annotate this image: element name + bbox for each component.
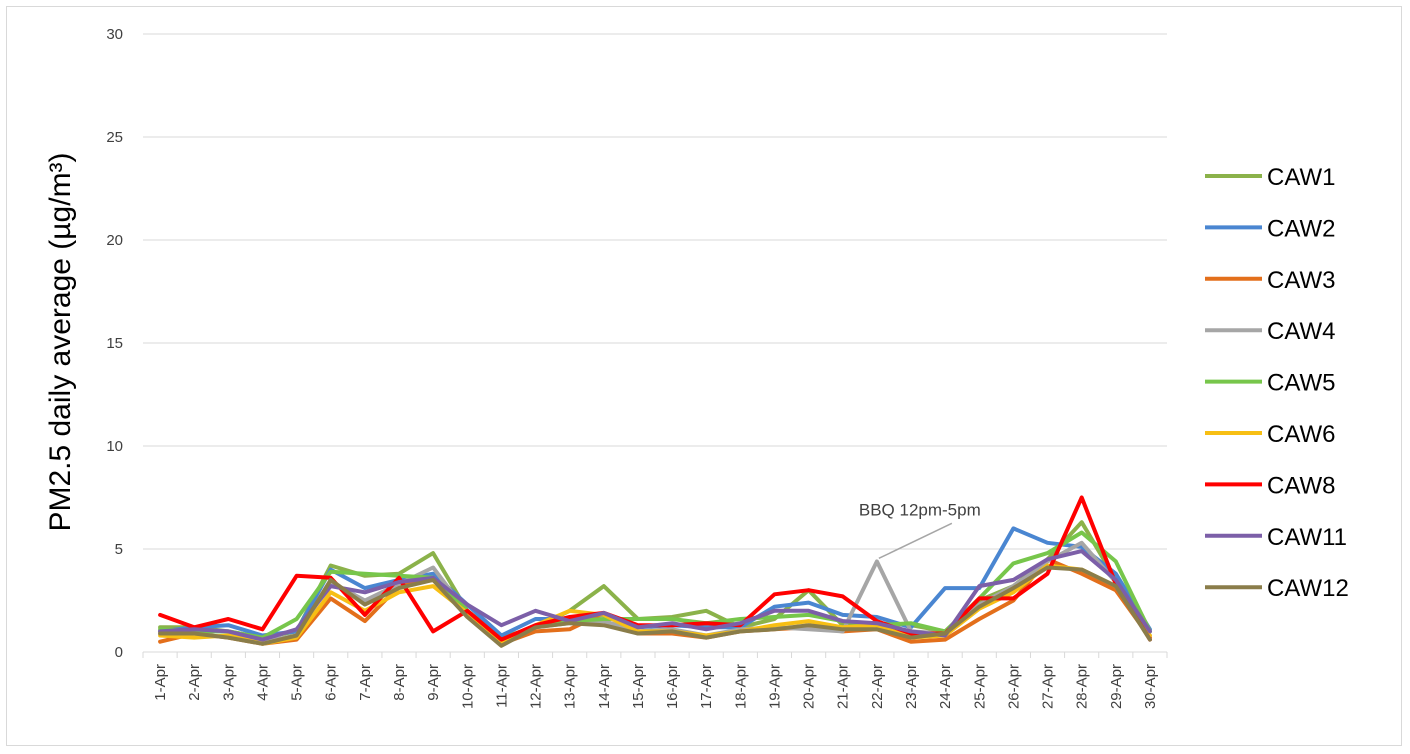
annotation-leader-line xyxy=(878,522,953,560)
x-tick-label: 29-Apr xyxy=(1108,664,1125,709)
x-tick-label: 30-Apr xyxy=(1142,664,1159,709)
x-tick-label: 3-Apr xyxy=(220,664,237,701)
x-tick-label: 11-Apr xyxy=(493,664,510,708)
x-tick-labels: 1-Apr 2-Apr 3-Apr 4-Apr 5-Apr 6-Apr 7-Apr 8-Apr… xyxy=(152,664,1159,709)
x-tick-label: 27-Apr xyxy=(1040,664,1057,709)
x-tick-label: 28-Apr xyxy=(1074,664,1091,709)
series-lines xyxy=(158,495,1152,648)
legend: CAW1 CAW2 CAW3 CAW4 CAW5 CAW6 CAW8 CAW11 CAW12 xyxy=(1205,164,1349,602)
legend-label-caw5: CAW5 xyxy=(1267,370,1335,397)
x-tick-label: 17-Apr xyxy=(698,664,715,709)
x-tick-label: 16-Apr xyxy=(664,664,681,709)
x-tick-label: 7-Apr xyxy=(357,664,374,701)
y-tick-labels: 0 5 10 15 20 25 30 xyxy=(106,26,123,661)
y-tick-label: 5 xyxy=(115,541,123,558)
x-tick-label: 14-Apr xyxy=(596,664,613,709)
series-line-caw11 xyxy=(158,549,1152,642)
x-tick-label: 23-Apr xyxy=(903,664,920,709)
legend-label-caw6: CAW6 xyxy=(1267,421,1335,448)
x-tick-label: 4-Apr xyxy=(254,664,271,701)
x-axis xyxy=(142,651,1168,658)
gridlines xyxy=(143,33,1167,550)
x-tick-label: 1-Apr xyxy=(152,664,169,701)
x-tick-label: 15-Apr xyxy=(630,664,647,709)
x-tick-label: 13-Apr xyxy=(562,664,579,709)
y-tick-label: 0 xyxy=(115,644,123,661)
legend-label-caw4: CAW4 xyxy=(1267,318,1335,345)
x-tick-label: 20-Apr xyxy=(801,664,818,709)
y-tick-label: 25 xyxy=(106,129,123,146)
x-tick-label: 2-Apr xyxy=(186,664,203,701)
x-tick-label: 5-Apr xyxy=(289,664,306,701)
legend-label-caw8: CAW8 xyxy=(1267,472,1335,499)
legend-label-caw1: CAW1 xyxy=(1267,164,1335,191)
x-tick-label: 21-Apr xyxy=(835,664,852,709)
series-line-caw12 xyxy=(158,565,1152,648)
x-tick-label: 18-Apr xyxy=(732,664,749,709)
legend-label-caw2: CAW2 xyxy=(1267,215,1335,242)
annotation-label: BBQ 12pm-5pm xyxy=(859,500,981,519)
y-tick-label: 15 xyxy=(106,335,123,352)
y-tick-label: 10 xyxy=(106,438,123,455)
x-tick-label: 10-Apr xyxy=(459,664,476,709)
annotations: BBQ 12pm-5pm xyxy=(859,500,981,560)
y-axis-title: PM2.5 daily average (µg/m³) xyxy=(44,152,77,531)
x-tick-label: 26-Apr xyxy=(1005,664,1022,709)
y-tick-label: 30 xyxy=(106,26,123,43)
x-tick-label: 9-Apr xyxy=(425,664,442,701)
x-tick-label: 25-Apr xyxy=(971,664,988,709)
x-tick-label: 6-Apr xyxy=(323,664,340,701)
legend-label-caw12: CAW12 xyxy=(1267,575,1349,602)
series-line-caw5 xyxy=(158,530,1152,644)
x-tick-label: 12-Apr xyxy=(528,664,545,709)
x-tick-label: 19-Apr xyxy=(766,664,783,709)
x-tick-label: 8-Apr xyxy=(391,664,408,701)
legend-label-caw3: CAW3 xyxy=(1267,267,1335,294)
x-tick-label: 22-Apr xyxy=(869,664,886,709)
y-tick-label: 20 xyxy=(106,232,123,249)
legend-label-caw11: CAW11 xyxy=(1267,524,1347,551)
x-tick-label: 24-Apr xyxy=(937,664,954,709)
